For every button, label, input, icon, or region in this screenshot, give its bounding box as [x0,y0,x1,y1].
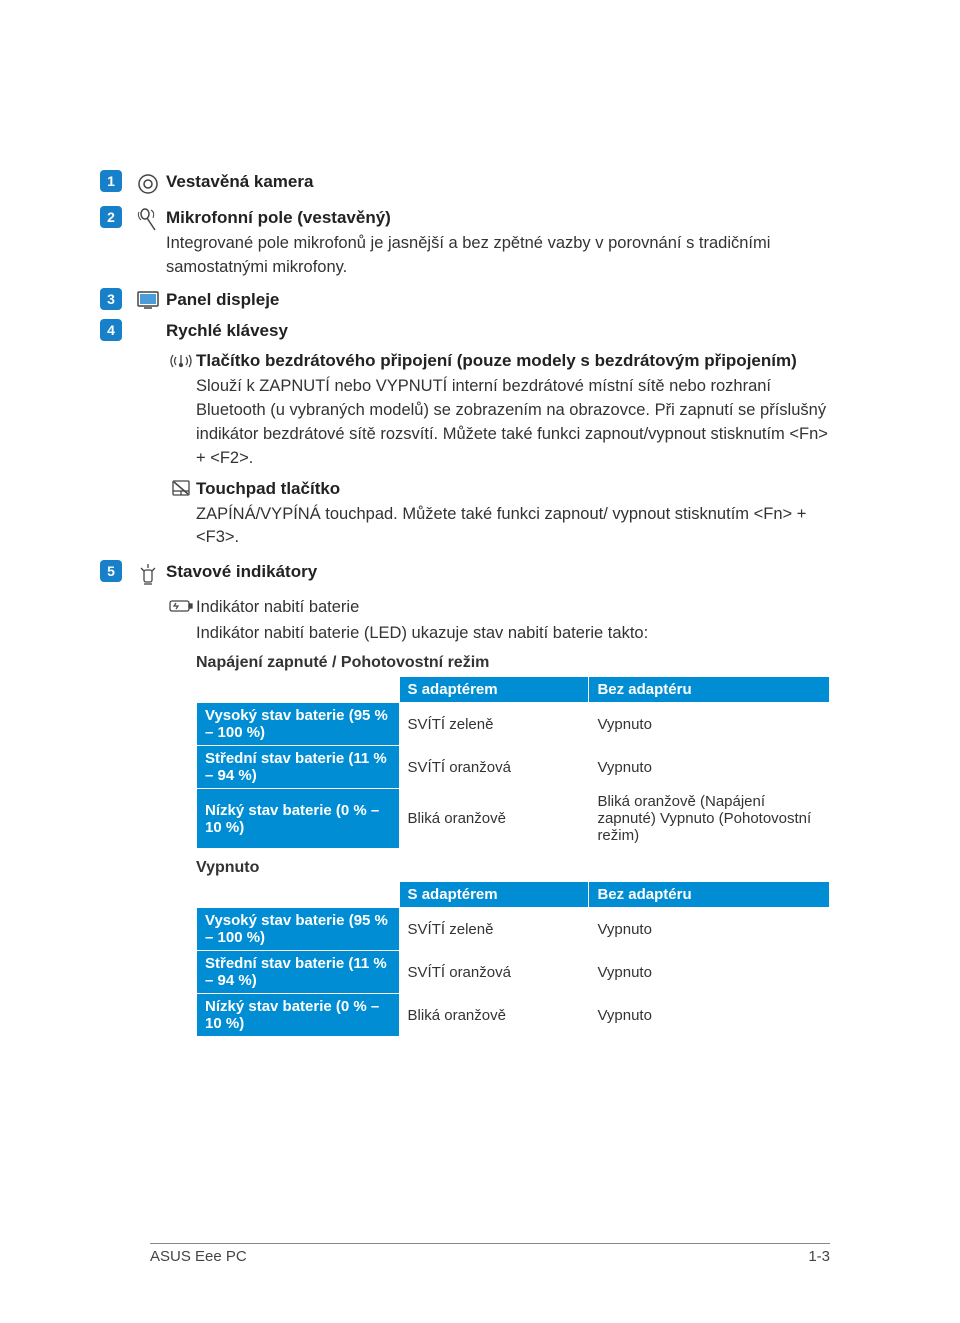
microphone-icon [130,206,166,234]
battery-table-off: S adaptérem Bez adaptéru Vysoký stav bat… [196,881,830,1037]
item-camera: 1 Vestavěná kamera [100,170,830,196]
battery-desc: Indikátor nabití baterie (LED) ukazuje s… [196,622,830,646]
page-footer: ASUS Eee PC 1-3 [150,1243,830,1265]
battery-heading: Indikátor nabití baterie [196,596,830,620]
sub-wireless: Tlačítko bezdrátového připojení (pouze m… [166,349,830,470]
battery-mode-on: Napájení zapnuté / Pohotovostní režim [196,654,830,672]
item-title: Vestavěná kamera [166,170,830,194]
item-hotkeys: 4 Rychlé klávesy [100,319,830,343]
indicator-icon [130,560,166,588]
item-status: 5 Stavové indikátory [100,560,830,588]
battery-table-on: S adaptérem Bez adaptéru Vysoký stav bat… [196,676,830,849]
table-row: Vysoký stav baterie (95 % – 100 %) SVÍTÍ… [197,908,830,951]
sub-battery: Indikátor nabití baterie Indikátor nabit… [166,596,830,1037]
item-mic: 2 Mikrofonní pole (vestavěný) Integrovan… [100,206,830,280]
footer-left: ASUS Eee PC [150,1248,247,1265]
touchpad-title: Touchpad tlačítko [196,477,830,501]
table-row: S adaptérem Bez adaptéru [197,882,830,908]
battery-mode-off: Vypnuto [196,859,830,877]
table-row: Střední stav baterie (11 % – 94 %) SVÍTÍ… [197,746,830,789]
touchpad-desc: ZAPÍNÁ/VYPÍNÁ touchpad. Můžete také funk… [196,503,830,551]
wireless-icon [166,349,196,470]
item-title: Stavové indikátory [166,560,830,584]
wireless-desc: Slouží k ZAPNUTÍ nebo VYPNUTÍ interní be… [196,375,830,471]
badge-4: 4 [100,319,122,341]
battery-icon [166,596,196,1037]
badge-3: 3 [100,288,122,310]
table-row: S adaptérem Bez adaptéru [197,677,830,703]
table-row: Vysoký stav baterie (95 % – 100 %) SVÍTÍ… [197,703,830,746]
badge-5: 5 [100,560,122,582]
touchpad-icon [166,477,196,551]
item-title: Rychlé klávesy [166,319,830,343]
sub-touchpad: Touchpad tlačítko ZAPÍNÁ/VYPÍNÁ touchpad… [166,477,830,551]
badge-2: 2 [100,206,122,228]
badge-1: 1 [100,170,122,192]
item-desc: Integrované pole mikrofonů je jasnější a… [166,232,830,280]
table-row: Nízký stav baterie (0 % – 10 %) Bliká or… [197,789,830,849]
item-title: Panel displeje [166,288,830,312]
display-icon [130,288,166,310]
item-panel: 3 Panel displeje [100,288,830,312]
footer-right: 1-3 [808,1248,830,1265]
item-title: Mikrofonní pole (vestavěný) [166,206,830,230]
table-row: Nízký stav baterie (0 % – 10 %) Bliká or… [197,994,830,1037]
wireless-title: Tlačítko bezdrátového připojení (pouze m… [196,349,830,373]
table-row: Střední stav baterie (11 % – 94 %) SVÍTÍ… [197,951,830,994]
camera-icon [130,170,166,196]
